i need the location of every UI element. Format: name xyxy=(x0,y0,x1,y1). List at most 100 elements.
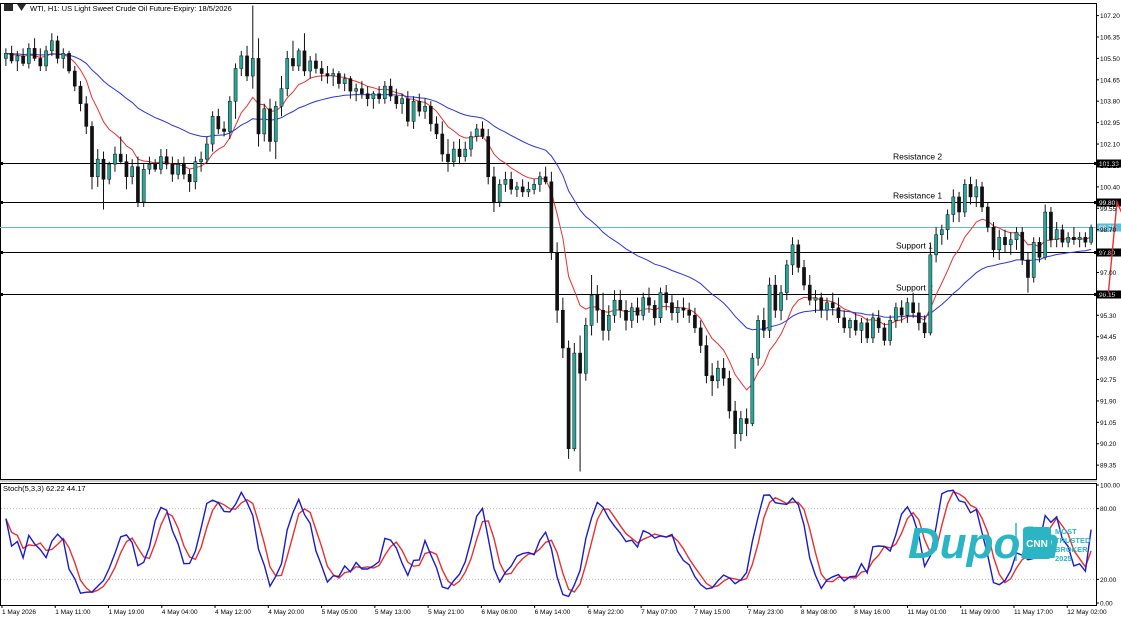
candle xyxy=(940,224,944,245)
candle-body xyxy=(767,284,772,331)
candle xyxy=(704,335,709,384)
candle xyxy=(515,181,519,197)
candle xyxy=(647,287,651,313)
candle-body xyxy=(704,345,709,376)
candle-body xyxy=(526,189,531,193)
symbol-menu-icon[interactable] xyxy=(4,4,13,11)
candle xyxy=(658,287,663,323)
candle xyxy=(348,76,353,99)
time-axis-label: 8 May 16:00 xyxy=(854,609,890,616)
level-price-tag xyxy=(1097,198,1121,207)
candle xyxy=(182,156,186,180)
candle xyxy=(314,53,318,74)
candle-body xyxy=(130,166,135,178)
candle xyxy=(802,259,806,291)
time-axis-label: 5 May 05:00 xyxy=(322,609,358,616)
fast-ma-line xyxy=(5,52,1092,391)
candle xyxy=(790,237,795,275)
main-pane-frame xyxy=(0,3,1097,480)
candle-body xyxy=(698,327,703,346)
candle xyxy=(383,81,387,104)
candle xyxy=(555,242,559,323)
price-axis-label: 104.65 xyxy=(1100,77,1120,84)
time-axis-label: 4 May 04:00 xyxy=(162,609,198,616)
candle xyxy=(859,317,864,343)
candle-body xyxy=(727,378,732,412)
trendline-layer xyxy=(1107,199,1121,293)
candle-body xyxy=(4,53,8,59)
candle-body xyxy=(331,73,336,77)
candle-body xyxy=(182,163,186,175)
candle xyxy=(245,45,249,82)
candle-body xyxy=(601,310,605,331)
candle xyxy=(744,408,749,437)
candle xyxy=(1014,227,1019,250)
candle xyxy=(159,149,163,175)
moving-average-layer xyxy=(5,52,1092,391)
candle xyxy=(635,297,640,323)
level-handle xyxy=(1094,201,1097,204)
candle xyxy=(917,302,921,331)
candle-body xyxy=(291,58,295,67)
dropdown-triangle-icon[interactable] xyxy=(17,4,26,11)
candle-body xyxy=(285,58,290,89)
candle-body xyxy=(61,53,66,59)
candle-body xyxy=(1031,242,1036,278)
candle xyxy=(876,310,881,333)
grid-layer xyxy=(0,3,1097,606)
candle xyxy=(945,209,950,240)
award-line-4: 2025 xyxy=(1055,554,1072,563)
candle xyxy=(825,297,829,321)
candle xyxy=(1083,232,1088,248)
candle-body xyxy=(118,153,123,162)
stoch-k-line xyxy=(5,489,1092,598)
candle-body xyxy=(842,317,847,329)
candle xyxy=(974,179,979,207)
candle xyxy=(457,139,462,165)
candle xyxy=(693,307,697,333)
candle-body xyxy=(997,236,1002,251)
candle xyxy=(199,151,203,172)
candle-body xyxy=(55,40,60,59)
candle xyxy=(319,60,324,82)
candle-body xyxy=(773,284,778,311)
level-handle xyxy=(0,201,3,204)
candle-body xyxy=(268,108,272,142)
candle-body xyxy=(882,327,887,341)
time-axis-label: 6 May 06:00 xyxy=(481,609,517,616)
level-handle xyxy=(1094,251,1097,254)
candle-body xyxy=(876,317,881,329)
candle xyxy=(147,156,152,175)
candle-body xyxy=(1049,211,1053,240)
candle-body xyxy=(308,60,313,72)
watermark: Dupoin CNN MOST TRUSTED BROKER 2025 xyxy=(908,519,1091,568)
candle xyxy=(739,411,743,442)
candle-body xyxy=(440,133,445,155)
candle-body xyxy=(991,226,996,251)
candle xyxy=(583,317,588,381)
candle xyxy=(21,48,25,66)
price-axis-label: 100.40 xyxy=(1100,184,1120,191)
candle-body xyxy=(210,116,215,145)
candle-body xyxy=(27,48,31,64)
candle-body xyxy=(480,128,485,137)
axis-layer: 107.20 106.35 105.50 104.65 103.80 102.95 102.… xyxy=(1,13,1120,616)
candle-body xyxy=(917,312,921,324)
candle xyxy=(836,297,841,323)
candle-body xyxy=(463,148,468,157)
candle xyxy=(578,335,582,472)
stoch-axis-label: 20.00 xyxy=(1100,577,1117,584)
candle xyxy=(652,300,657,326)
candle-body xyxy=(595,294,600,311)
candle xyxy=(807,275,812,306)
candle-body xyxy=(101,158,106,180)
candle-body xyxy=(968,184,973,198)
candle-body xyxy=(888,320,892,341)
candle-body xyxy=(549,181,554,253)
candle-body xyxy=(302,50,307,72)
candle xyxy=(428,101,433,132)
candle-body xyxy=(262,108,267,135)
candle-body xyxy=(78,85,83,104)
candle xyxy=(486,128,491,185)
